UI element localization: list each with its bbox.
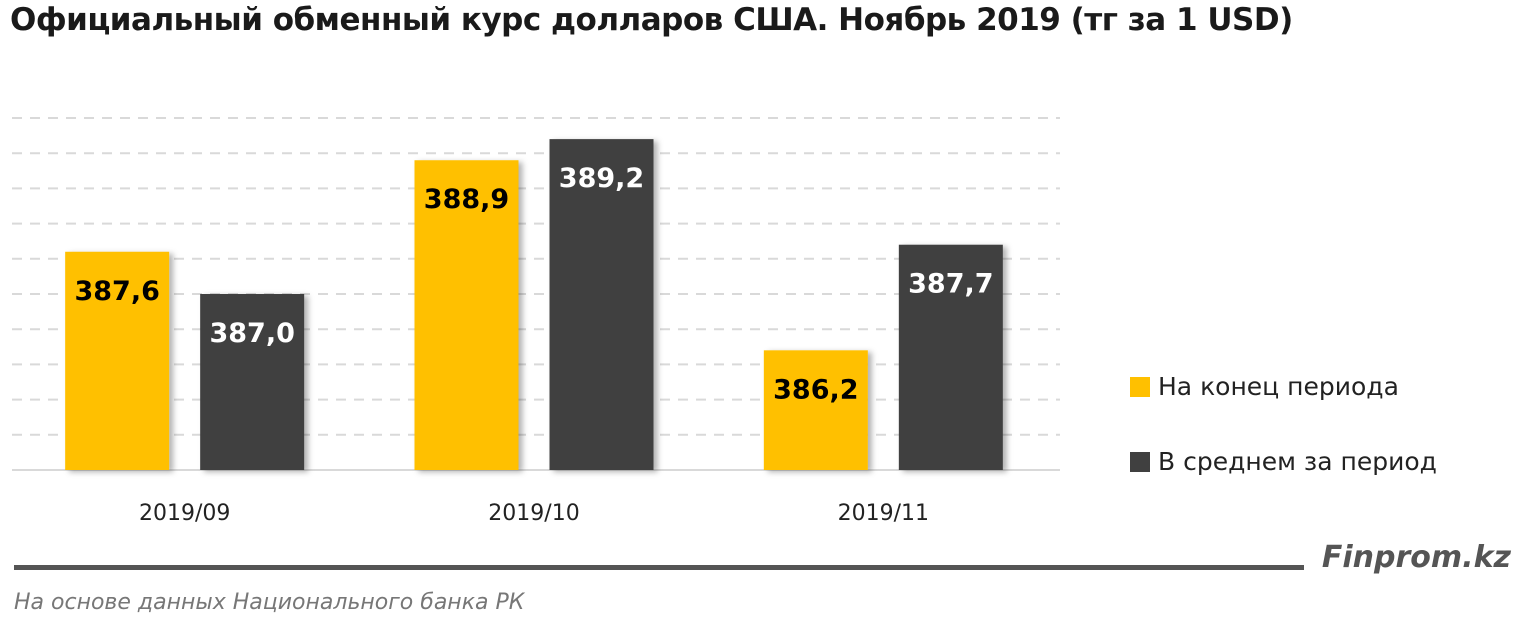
data-label: 387,0 xyxy=(209,318,294,349)
source-note: На основе данных Национального банка РК xyxy=(14,590,525,615)
data-label: 387,7 xyxy=(908,269,993,300)
bar xyxy=(898,244,1003,470)
chart-title: Официальный обменный курс долларов США. … xyxy=(10,2,1293,38)
legend-label: В среднем за период xyxy=(1158,447,1437,476)
data-label: 386,2 xyxy=(773,374,858,405)
bar xyxy=(65,251,170,470)
data-label: 388,9 xyxy=(424,184,509,215)
x-tick-label: 2019/09 xyxy=(139,501,230,526)
footer-divider xyxy=(14,565,1304,570)
bar xyxy=(200,294,305,470)
legend-item-period-average: В среднем за период xyxy=(1130,447,1437,476)
legend-item-end-of-period: На конец периода xyxy=(1130,372,1399,401)
data-label: 389,2 xyxy=(559,163,644,194)
bar xyxy=(549,139,654,470)
x-tick-label: 2019/10 xyxy=(488,501,579,526)
legend-label: На конец периода xyxy=(1158,372,1399,401)
x-tick-label: 2019/11 xyxy=(838,501,929,526)
bar xyxy=(763,350,868,470)
data-label: 387,6 xyxy=(74,276,159,307)
brand-logo: Finprom.kz xyxy=(1321,540,1511,575)
legend-swatch xyxy=(1130,451,1150,472)
bar xyxy=(414,160,519,471)
legend-swatch xyxy=(1130,376,1150,397)
